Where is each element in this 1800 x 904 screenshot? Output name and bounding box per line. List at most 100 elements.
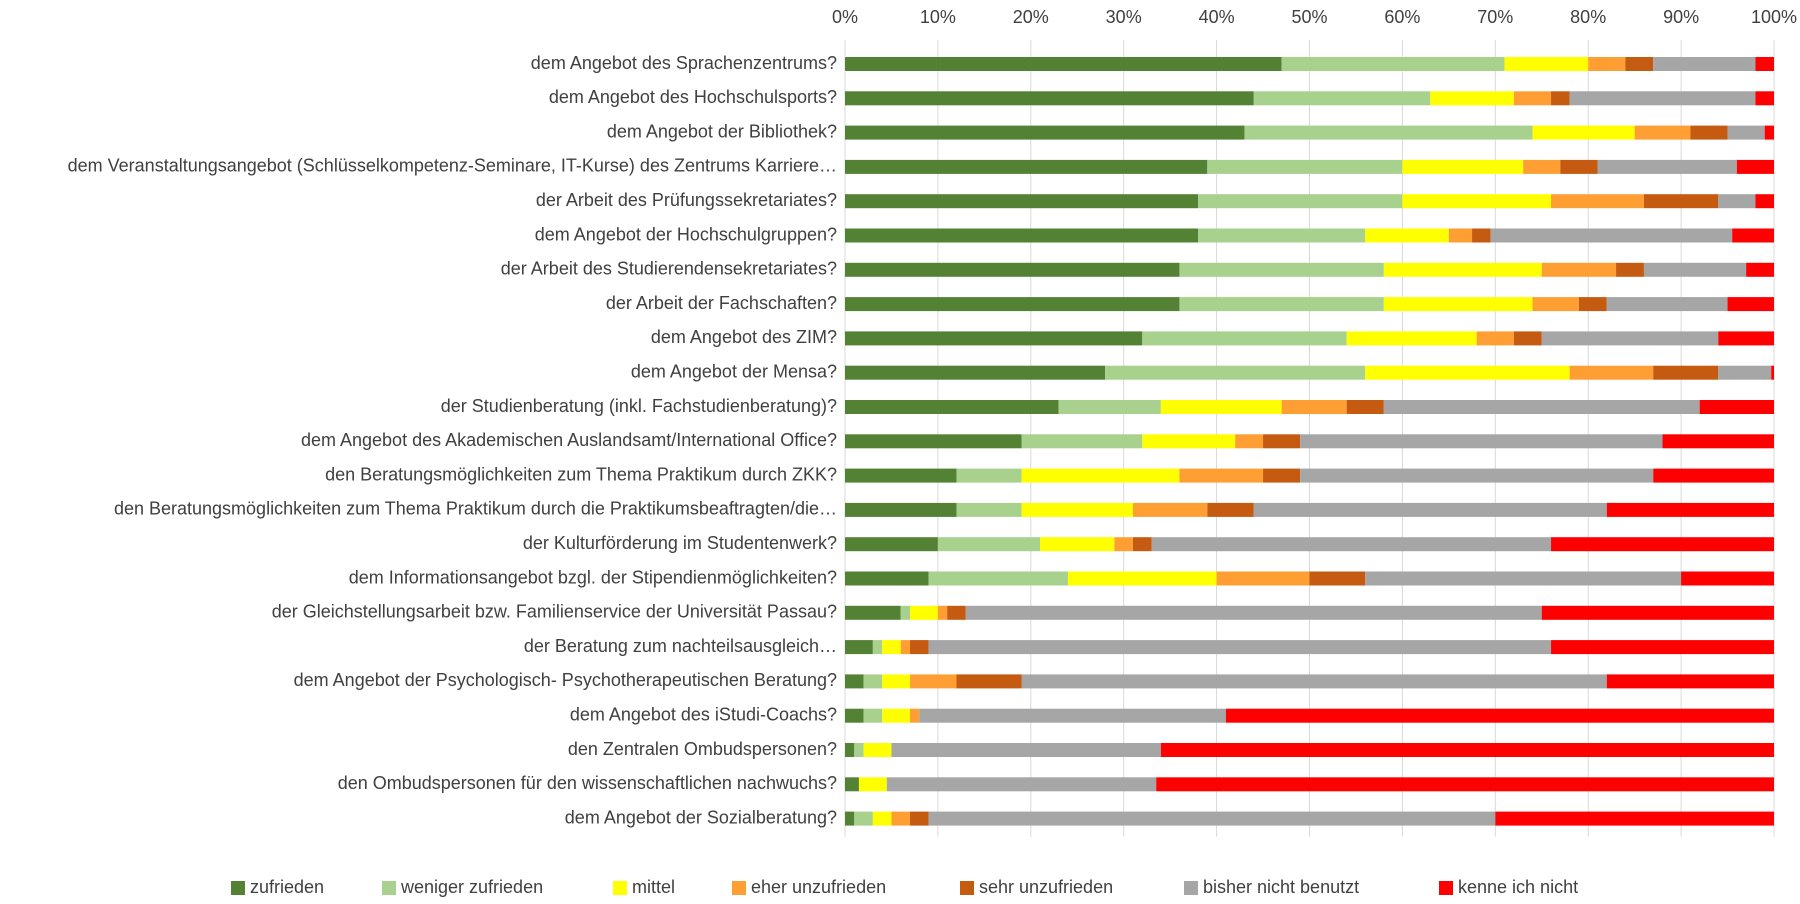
bar-segment: [1653, 57, 1756, 71]
bar-segment: [1625, 57, 1654, 71]
bar-segment: [1207, 159, 1403, 174]
bar-segment: [1662, 434, 1774, 449]
bar-segment: [1643, 262, 1747, 277]
bar-segment: [1067, 571, 1217, 586]
y-tick-label: der Gleichstellungsarbeit bzw. Familiens…: [272, 602, 837, 622]
bar-segment: [863, 743, 892, 757]
bar-segment: [1597, 159, 1737, 174]
bar-segment: [1151, 537, 1552, 552]
bar-segment: [1551, 640, 1774, 655]
bar-segment: [1472, 228, 1491, 243]
bar-segment: [1040, 537, 1115, 552]
bar-segment: [1513, 91, 1552, 106]
y-tick-label: den Beratungsmöglichkeiten zum Thema Pra…: [325, 464, 837, 484]
bar-segment: [1114, 537, 1133, 552]
bar-segment: [858, 777, 887, 792]
bar-segment: [1541, 331, 1719, 346]
bar-segment: [910, 708, 920, 723]
bar-segment: [900, 605, 911, 620]
bar-segment: [1532, 125, 1635, 140]
bar-segment: [845, 468, 957, 483]
x-tick-label: 70%: [1477, 7, 1513, 27]
bar-segment: [1755, 57, 1774, 71]
y-tick-label: dem Angebot des ZIM?: [651, 327, 837, 347]
bar-segment: [1718, 194, 1756, 209]
legend-swatch: [1184, 881, 1198, 895]
bar-segment: [1523, 159, 1561, 174]
bar-segment: [1606, 297, 1728, 312]
bar-segment: [937, 537, 1041, 552]
bar-segment: [872, 811, 892, 826]
bar-segment: [1160, 743, 1774, 757]
bar-segment: [845, 811, 855, 826]
bar-segment: [1588, 57, 1626, 71]
bar-segment: [928, 571, 1068, 586]
x-tick-label: 100%: [1751, 7, 1797, 27]
bar-segment: [1495, 811, 1774, 826]
bar-segment: [845, 708, 864, 723]
bar-segment: [1430, 91, 1514, 106]
y-tick-label: der Studienberatung (inkl. Fachstudienbe…: [441, 396, 837, 416]
bar-segment: [1179, 262, 1384, 277]
y-tick-label: dem Angebot des Sprachenzentrums?: [531, 53, 837, 73]
y-tick-label: dem Angebot des iStudi-Coachs?: [570, 704, 837, 724]
y-tick-label: dem Angebot der Bibliothek?: [607, 121, 837, 141]
bar-segment: [947, 605, 966, 620]
y-tick-label: dem Angebot des Akademischen Auslandsamt…: [301, 430, 837, 450]
bar-segment: [1551, 194, 1644, 209]
bar-segment: [1402, 159, 1524, 174]
y-tick-label: dem Angebot der Psychologisch- Psychothe…: [294, 670, 837, 690]
x-tick-label: 60%: [1384, 7, 1420, 27]
bar-segment: [845, 640, 873, 655]
bar-segment: [1764, 125, 1774, 140]
bar-segment: [1021, 502, 1133, 517]
legend-label: bisher nicht benutzt: [1203, 877, 1359, 897]
y-tick-label: der Kulturförderung im Studentenwerk?: [523, 533, 837, 553]
bar-segment: [882, 640, 901, 655]
bar-segment: [845, 365, 1106, 380]
bar-segment: [1560, 159, 1598, 174]
y-tick-label: der Arbeit der Fachschaften?: [606, 293, 837, 313]
bar-segment: [1253, 91, 1431, 106]
bar-segment: [845, 743, 855, 757]
bar-segment: [1653, 365, 1719, 380]
bar-segment: [956, 502, 1022, 517]
bar-segment: [928, 640, 1552, 655]
bar-segment: [1551, 91, 1570, 106]
bar-segment: [1207, 502, 1254, 517]
bar-segment: [1643, 194, 1719, 209]
legend-swatch: [1439, 881, 1453, 895]
bar-segment: [845, 297, 1180, 312]
y-tick-label: den Zentralen Ombudspersonen?: [568, 739, 837, 759]
y-tick-label: dem Veranstaltungsangebot (Schlüsselkomp…: [68, 156, 837, 176]
legend-label: zufrieden: [250, 877, 324, 897]
x-tick-label: 40%: [1199, 7, 1235, 27]
bar-segment: [1653, 468, 1774, 483]
bar-segment: [1365, 228, 1449, 243]
y-tick-label: der Beratung zum nachteilsausgleich…: [524, 636, 837, 656]
bar-segment: [1616, 262, 1644, 277]
bar-segment: [863, 708, 883, 723]
bar-segment: [1346, 331, 1477, 346]
bar-segment: [863, 674, 883, 689]
bar-segment: [1281, 400, 1347, 414]
y-tick-label: dem Angebot der Sozialberatung?: [565, 807, 837, 827]
bar-segment: [937, 605, 948, 620]
bar-segment: [1727, 297, 1774, 312]
bar-segment: [845, 57, 1282, 71]
legend-swatch: [960, 881, 974, 895]
bar-segment: [1346, 400, 1384, 414]
bar-segment: [1771, 365, 1774, 380]
bar-segment: [1179, 468, 1264, 483]
bar-segment: [845, 502, 957, 517]
bar-segment: [882, 708, 911, 723]
bar-segment: [1746, 262, 1774, 277]
y-tick-label: der Arbeit des Studierendensekretariates…: [501, 259, 837, 279]
bar-segment: [1263, 468, 1301, 483]
bar-segment: [1476, 331, 1514, 346]
y-tick-label: den Beratungsmöglichkeiten zum Thema Pra…: [114, 499, 837, 519]
bar-segment: [1690, 125, 1728, 140]
bar-segment: [1160, 400, 1282, 414]
x-tick-label: 50%: [1291, 7, 1327, 27]
